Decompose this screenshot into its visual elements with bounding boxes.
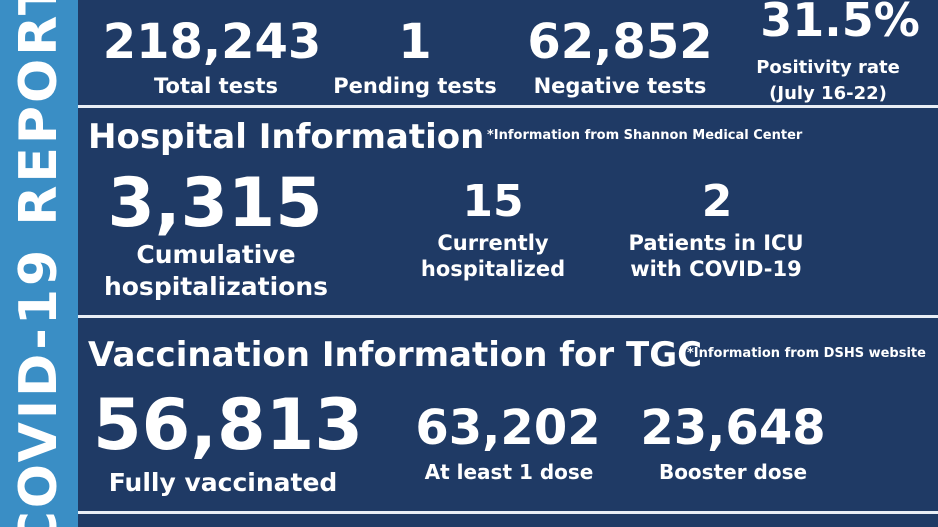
stat-value: 56,813 (92, 384, 364, 466)
stat-value: 1 (398, 14, 432, 70)
sidebar-title: COVID-19 REPORT (9, 0, 69, 527)
divider (78, 105, 938, 108)
stat-label: Total tests (153, 74, 279, 98)
stat-label: At least 1 dose (424, 460, 594, 484)
stat-label: Patients in ICU (628, 231, 804, 255)
section-note: *Information from Shannon Medical Center (487, 128, 803, 143)
stat-value: 3,315 (107, 164, 323, 243)
stat-label: Negative tests (533, 74, 707, 98)
stat-value: 15 (462, 176, 524, 227)
stat-label: Currently (437, 231, 549, 255)
divider (78, 315, 938, 318)
stat-value: 63,202 (415, 400, 601, 456)
stat-label: with COVID-19 (630, 257, 802, 281)
stat-label: Positivity rate (756, 57, 900, 78)
stat-label: hospitalizations (103, 272, 329, 301)
stat-label: Fully vaccinated (108, 468, 338, 497)
stat-label: (July 16-22) (769, 83, 887, 104)
sidebar: COVID-19 REPORT (0, 0, 78, 527)
stat-label: Booster dose (658, 460, 808, 484)
stat-value: 31.5% (760, 0, 920, 47)
stat-value: 23,648 (640, 400, 826, 456)
stat-value: 62,852 (527, 14, 713, 70)
section-note: *Information from DSHS website (687, 346, 926, 361)
divider (78, 511, 938, 514)
section-title: Vaccination Information for TGC (88, 335, 703, 375)
stat-value: 2 (701, 176, 733, 227)
stat-label: Cumulative (136, 240, 296, 269)
stat-value: 218,243 (102, 14, 322, 70)
stat-label: Pending tests (333, 74, 497, 98)
section-title: Hospital Information (88, 117, 485, 157)
stat-label: hospitalized (420, 257, 566, 281)
